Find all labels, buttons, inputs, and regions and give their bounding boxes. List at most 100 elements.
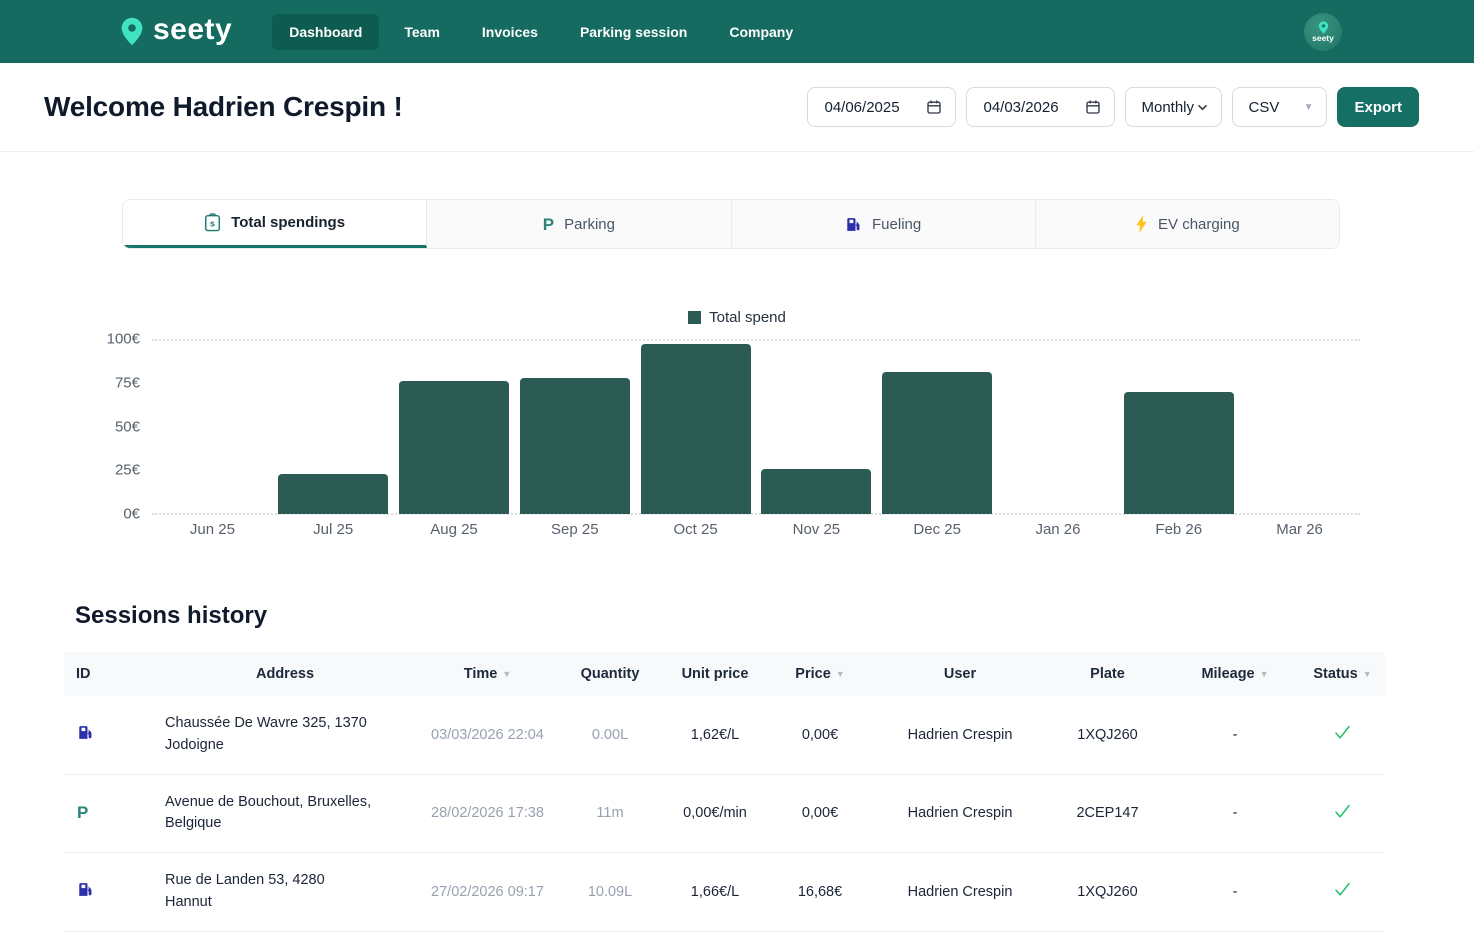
chart-plot-wrap: Jun 25 Jul 25 Aug 25 Sep 25 Oct 25 Nov 25 Dec … <box>152 339 1360 538</box>
bar-slot <box>273 339 394 514</box>
status-check-icon <box>1300 882 1385 901</box>
column-header-mileage[interactable]: Mileage ▼ <box>1201 666 1269 682</box>
tab-parking[interactable]: P Parking <box>427 200 732 248</box>
legend-swatch <box>688 311 702 324</box>
session-plate: 1XQJ260 <box>1077 883 1138 900</box>
x-tick-label: Jul 25 <box>313 521 354 538</box>
map-pin-icon <box>1318 20 1329 34</box>
column-header-price[interactable]: Price ▼ <box>795 666 845 682</box>
x-tick-label: Oct 25 <box>673 521 718 538</box>
nav-item-parking-session[interactable]: Parking session <box>579 23 688 40</box>
session-price: 0,00€ <box>801 726 839 743</box>
main-nav: Dashboard Team Invoices Parking session … <box>272 13 810 50</box>
table-row[interactable]: Chaussée De Wavre 325, 1370 Jodoigne 03/0… <box>64 696 1385 775</box>
nav-item-company[interactable]: Company <box>729 23 794 40</box>
legend-label: Total spend <box>709 309 786 326</box>
session-unit-price: 0,00€/min <box>683 805 747 822</box>
bar-sep-25[interactable] <box>519 377 630 514</box>
nav-item-dashboard[interactable]: Dashboard <box>272 13 380 50</box>
nav-item-invoices[interactable]: Invoices <box>481 23 538 40</box>
session-unit-price: 1,66€/L <box>690 883 740 900</box>
bar-slot <box>152 339 273 514</box>
tab-total-spendings[interactable]: s Total spendings <box>123 200 428 248</box>
bar-slot <box>1118 339 1239 514</box>
export-format-value: CSV <box>1248 98 1280 116</box>
spending-tabs: s Total spendings P Parking Fueling EV c… <box>122 199 1340 249</box>
x-tick-label: Dec 25 <box>913 521 961 538</box>
column-header-time[interactable]: Time ▼ <box>463 666 512 682</box>
session-mileage: - <box>1232 805 1238 822</box>
bar-nov-25[interactable] <box>761 468 872 514</box>
session-time: 27/02/2026 09:17 <box>431 883 544 900</box>
page-title: Welcome Hadrien Crespin ! <box>44 91 403 122</box>
nav-item-team[interactable]: Team <box>404 23 440 40</box>
table-row[interactable]: Rue de Landen 53, 4280 Hannut 27/02/2026 … <box>64 853 1385 932</box>
map-pin-icon <box>120 17 144 46</box>
calendar-icon[interactable] <box>926 99 942 115</box>
column-header-id: ID <box>76 666 91 682</box>
date-from-input[interactable] <box>824 98 917 116</box>
chart-y-axis: 100€ 75€ 50€ 25€ 0€ <box>98 331 152 523</box>
session-time: 28/02/2026 17:38 <box>431 805 544 822</box>
bar-slot <box>756 339 877 514</box>
tab-ev-charging[interactable]: EV charging <box>1036 200 1339 248</box>
column-header-status[interactable]: Status ▼ <box>1313 666 1372 682</box>
sessions-history-title: Sessions history <box>75 602 268 629</box>
page-header: Welcome Hadrien Crespin ! Monthly CSV ▼ … <box>0 63 1474 152</box>
x-tick-label: Feb 26 <box>1155 521 1203 538</box>
period-select-value: Monthly <box>1141 98 1195 116</box>
period-select[interactable]: Monthly <box>1125 87 1223 127</box>
session-price: 0,00€ <box>801 805 839 822</box>
calendar-icon[interactable] <box>1085 99 1101 115</box>
user-avatar[interactable]: seety <box>1304 12 1342 51</box>
x-tick-label: Mar 26 <box>1276 521 1323 538</box>
date-to-input[interactable] <box>983 98 1076 116</box>
column-header-unit-price: Unit price <box>681 666 749 682</box>
bar-slot <box>394 339 515 514</box>
chart-bars <box>152 339 1360 514</box>
tab-fueling[interactable]: Fueling <box>732 200 1036 248</box>
receipt-icon: s <box>204 213 221 232</box>
session-price: 16,68€ <box>797 883 843 900</box>
lightning-icon <box>1135 215 1148 233</box>
bar-dec-25[interactable] <box>882 372 993 514</box>
bar-oct-25[interactable] <box>640 344 751 514</box>
brand-logo[interactable]: seety <box>120 14 232 49</box>
sessions-header: ID Address Time ▼ Quantity Unit price Price ▼ Us… <box>64 652 1385 696</box>
bar-slot <box>514 339 635 514</box>
avatar-label: seety <box>1312 32 1334 43</box>
y-tick-label: 0€ <box>123 505 140 523</box>
bar-jul-25[interactable] <box>278 473 389 514</box>
session-mileage: - <box>1232 883 1238 900</box>
status-check-icon <box>1300 804 1385 823</box>
session-user: Hadrien Crespin <box>907 883 1013 900</box>
sort-icon: ▼ <box>1259 669 1269 679</box>
bar-aug-25[interactable] <box>399 381 509 514</box>
sessions-rows: Chaussée De Wavre 325, 1370 Jodoigne 03/0… <box>64 696 1385 932</box>
export-format-select[interactable]: CSV ▼ <box>1232 87 1328 127</box>
session-time: 03/03/2026 22:04 <box>431 726 544 743</box>
session-quantity: 0.00L <box>591 726 629 743</box>
y-tick-label: 100€ <box>106 330 140 348</box>
y-tick-label: 75€ <box>114 374 140 392</box>
date-from-field[interactable] <box>807 87 957 127</box>
session-plate: 1XQJ260 <box>1077 726 1138 743</box>
date-to-field[interactable] <box>966 87 1116 127</box>
export-button[interactable]: Export <box>1337 87 1419 127</box>
top-navbar: seety Dashboard Team Invoices Parking se… <box>0 0 1474 63</box>
tab-label: Fueling <box>872 215 922 233</box>
session-plate: 2CEP147 <box>1076 805 1139 822</box>
session-user: Hadrien Crespin <box>907 805 1013 822</box>
session-address: Avenue de Bouchout, Bruxelles, Belgique <box>165 793 372 832</box>
bar-feb-26[interactable] <box>1123 391 1234 514</box>
bar-slot <box>1239 339 1360 514</box>
tab-label: Parking <box>564 215 615 233</box>
parking-icon: P <box>77 803 89 823</box>
bar-slot <box>877 339 998 514</box>
tab-label: Total spendings <box>231 214 346 231</box>
y-tick-label: 25€ <box>114 461 140 479</box>
x-tick-label: Sep 25 <box>551 521 599 538</box>
table-row[interactable]: P Avenue de Bouchout, Bruxelles, Belgique… <box>64 775 1385 853</box>
total-spend-chart: 100€ 75€ 50€ 25€ 0€ Jun 25 Jul 25 Aug 25 Sep 25… <box>98 331 1360 538</box>
session-quantity: 11m <box>596 805 624 822</box>
